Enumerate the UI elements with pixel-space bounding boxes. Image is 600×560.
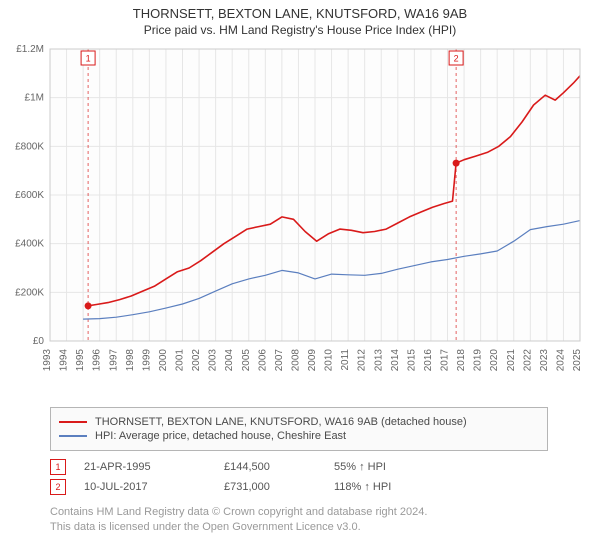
legend-row-property: THORNSETT, BEXTON LANE, KNUTSFORD, WA16 … xyxy=(59,416,539,428)
marker-row-2: 2 10-JUL-2017 £731,000 118% ↑ HPI xyxy=(50,479,600,495)
svg-text:1996: 1996 xyxy=(92,349,103,372)
svg-text:2016: 2016 xyxy=(423,349,434,372)
marker-1-price: £144,500 xyxy=(224,461,334,473)
svg-text:1997: 1997 xyxy=(108,349,119,372)
marker-badge-2: 2 xyxy=(50,479,66,495)
svg-text:£800K: £800K xyxy=(15,141,44,152)
svg-text:2010: 2010 xyxy=(324,349,335,372)
marker-badge-1: 1 xyxy=(50,459,66,475)
svg-text:2022: 2022 xyxy=(522,349,533,372)
svg-text:2025: 2025 xyxy=(572,349,583,372)
svg-text:2023: 2023 xyxy=(539,349,550,372)
svg-text:£1M: £1M xyxy=(25,93,44,104)
svg-text:1994: 1994 xyxy=(59,349,70,372)
legend-swatch-hpi xyxy=(59,435,87,437)
marker-2-price: £731,000 xyxy=(224,481,334,493)
chart-area: £0 £200K £400K £600K £800K £1M £1.2M 1993 1994 19… xyxy=(0,41,600,401)
svg-text:£400K: £400K xyxy=(15,239,44,250)
svg-text:£0: £0 xyxy=(33,336,45,347)
line-chart-svg: £0 £200K £400K £600K £800K £1M £1.2M 1993 1994 19… xyxy=(0,41,600,401)
svg-text:2020: 2020 xyxy=(489,349,500,372)
svg-text:2012: 2012 xyxy=(357,349,368,372)
svg-text:2003: 2003 xyxy=(208,349,219,372)
chart-title-address: THORNSETT, BEXTON LANE, KNUTSFORD, WA16 … xyxy=(0,0,600,21)
legend-label-hpi: HPI: Average price, detached house, Ches… xyxy=(95,430,346,442)
svg-text:2018: 2018 xyxy=(456,349,467,372)
svg-text:2001: 2001 xyxy=(175,349,186,372)
marker-2-pct: 118% ↑ HPI xyxy=(334,481,474,493)
marker-2-date: 10-JUL-2017 xyxy=(84,481,224,493)
svg-text:2019: 2019 xyxy=(473,349,484,372)
legend-box: THORNSETT, BEXTON LANE, KNUTSFORD, WA16 … xyxy=(50,407,548,451)
svg-text:2013: 2013 xyxy=(373,349,384,372)
svg-text:1999: 1999 xyxy=(141,349,152,372)
legend-label-property: THORNSETT, BEXTON LANE, KNUTSFORD, WA16 … xyxy=(95,416,467,428)
svg-text:1993: 1993 xyxy=(42,349,53,372)
svg-text:2008: 2008 xyxy=(290,349,301,372)
svg-text:2024: 2024 xyxy=(555,349,566,372)
svg-text:1995: 1995 xyxy=(75,349,86,372)
svg-text:£200K: £200K xyxy=(15,287,44,298)
footer-line-2: This data is licensed under the Open Gov… xyxy=(50,520,600,535)
svg-text:1998: 1998 xyxy=(125,349,136,372)
svg-text:2: 2 xyxy=(454,54,459,64)
svg-text:£600K: £600K xyxy=(15,190,44,201)
svg-text:2006: 2006 xyxy=(257,349,268,372)
svg-text:2005: 2005 xyxy=(241,349,252,372)
footer-line-1: Contains HM Land Registry data © Crown c… xyxy=(50,505,600,520)
svg-text:2002: 2002 xyxy=(191,349,202,372)
svg-text:2000: 2000 xyxy=(158,349,169,372)
svg-text:2021: 2021 xyxy=(506,349,517,372)
svg-text:1: 1 xyxy=(86,54,91,64)
marker-row-1: 1 21-APR-1995 £144,500 55% ↑ HPI xyxy=(50,459,600,475)
marker-table: 1 21-APR-1995 £144,500 55% ↑ HPI 2 10-JU… xyxy=(50,459,600,495)
legend-swatch-property xyxy=(59,421,87,423)
svg-text:2011: 2011 xyxy=(340,349,351,371)
footer-attribution: Contains HM Land Registry data © Crown c… xyxy=(50,505,600,535)
svg-text:2004: 2004 xyxy=(224,349,235,372)
svg-text:2015: 2015 xyxy=(406,349,417,372)
svg-text:2009: 2009 xyxy=(307,349,318,372)
chart-title-subtitle: Price paid vs. HM Land Registry's House … xyxy=(0,21,600,41)
svg-text:2014: 2014 xyxy=(390,349,401,372)
svg-text:£1.2M: £1.2M xyxy=(16,44,44,55)
legend-row-hpi: HPI: Average price, detached house, Ches… xyxy=(59,430,539,442)
marker-1-date: 21-APR-1995 xyxy=(84,461,224,473)
svg-text:2007: 2007 xyxy=(274,349,285,372)
marker-1-pct: 55% ↑ HPI xyxy=(334,461,474,473)
svg-text:2017: 2017 xyxy=(440,349,451,372)
